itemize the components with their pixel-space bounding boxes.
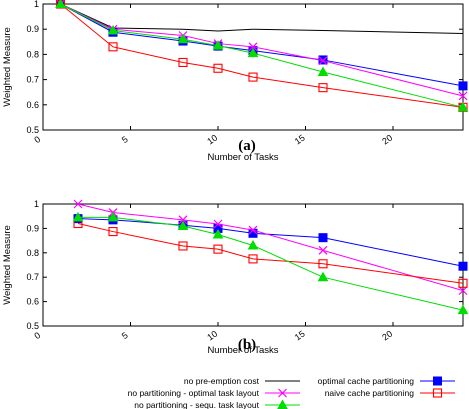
data-point xyxy=(212,228,224,239)
series-line xyxy=(77,203,464,292)
data-point xyxy=(178,241,188,251)
legend: no pre-emption cost no partitioning - opt… xyxy=(128,376,455,409)
legend-marker xyxy=(433,376,442,386)
data-point xyxy=(212,40,224,50)
x-tick-label: 15 xyxy=(293,133,307,147)
legend-label: no partitioning - sequ. task layout xyxy=(134,400,259,409)
data-point xyxy=(457,304,469,315)
x-axis-label: Number of Tasks xyxy=(207,345,278,356)
legend-label: no partitioning - optimal task layout xyxy=(128,388,260,398)
data-point xyxy=(318,56,328,66)
x-tick-label: 0 xyxy=(32,330,42,341)
x-tick-label: 20 xyxy=(380,329,394,343)
series-line xyxy=(78,216,464,311)
x-tick-label: 0 xyxy=(32,134,42,145)
data-point xyxy=(247,239,259,250)
data-point xyxy=(213,219,223,229)
y-tick-label: 0.8 xyxy=(26,248,39,258)
legend-label: no pre-emption cost xyxy=(184,376,260,386)
series-line xyxy=(60,3,464,87)
data-point xyxy=(248,254,258,264)
y-tick-label: 0.7 xyxy=(26,75,39,85)
data-point xyxy=(107,211,119,222)
legend-marker xyxy=(432,388,443,398)
x-tick-label: 5 xyxy=(120,134,130,145)
data-point xyxy=(73,199,83,209)
data-point xyxy=(458,286,468,296)
data-point xyxy=(178,57,188,68)
series-no-pre-emption-cost xyxy=(60,3,464,34)
data-point xyxy=(318,259,328,269)
data-point xyxy=(317,66,329,77)
legend-label: naive cache partitioning xyxy=(325,388,415,398)
y-tick-label: 0.8 xyxy=(26,49,39,59)
panel-label: (a) xyxy=(238,138,256,154)
plot-frame xyxy=(42,203,464,327)
y-tick-label: 0.7 xyxy=(26,272,39,282)
y-tick-label: 0.5 xyxy=(26,125,39,135)
data-point xyxy=(248,225,258,235)
y-tick-label: 0.6 xyxy=(26,297,39,307)
data-point xyxy=(108,42,118,52)
data-point xyxy=(107,24,119,35)
data-point xyxy=(213,244,223,254)
y-tick-label: 1 xyxy=(34,0,39,9)
series-no-partitioning-sequ-task-layout xyxy=(55,0,469,112)
series-optimal-cache-partitioning xyxy=(73,214,468,271)
data-point xyxy=(177,33,189,44)
y-axis-label: Weighted Measure xyxy=(2,27,13,107)
y-tick-label: 0.9 xyxy=(26,223,39,233)
y-tick-label: 1 xyxy=(34,199,39,209)
x-tick-label: 20 xyxy=(380,133,394,147)
x-tick-label: 10 xyxy=(205,133,219,147)
series-no-partitioning-optimal-task-layout xyxy=(73,199,468,296)
data-point xyxy=(458,81,468,91)
y-tick-label: 0.6 xyxy=(26,100,39,110)
data-point xyxy=(55,0,66,8)
x-tick-label: 10 xyxy=(205,329,219,343)
x-axis-label: Number of Tasks xyxy=(207,152,278,163)
series-line xyxy=(60,3,464,34)
data-point xyxy=(72,211,84,222)
legend-label: optimal cache partitioning xyxy=(318,376,415,386)
panel-label: (b) xyxy=(238,337,256,353)
data-point xyxy=(318,233,328,243)
series-line xyxy=(60,3,464,108)
data-point xyxy=(248,42,258,52)
data-point xyxy=(458,261,468,271)
data-point xyxy=(317,271,329,282)
data-point xyxy=(108,227,118,237)
series-line xyxy=(60,3,464,108)
x-tick-label: 5 xyxy=(120,330,130,341)
data-point xyxy=(247,47,259,58)
series-no-partitioning-sequ-task-layout xyxy=(72,211,469,315)
data-point xyxy=(457,101,469,112)
x-tick-label: 15 xyxy=(293,329,307,343)
series-no-partitioning-optimal-task-layout xyxy=(56,0,468,101)
y-tick-label: 0.9 xyxy=(26,24,39,34)
data-point xyxy=(248,72,258,82)
series-line xyxy=(77,218,464,267)
series-optimal-cache-partitioning xyxy=(56,0,468,91)
data-point xyxy=(458,278,468,288)
data-point xyxy=(177,220,189,230)
data-point xyxy=(318,83,328,93)
data-point xyxy=(458,91,468,101)
y-tick-label: 0.5 xyxy=(26,321,39,331)
y-axis-label: Weighted Measure xyxy=(2,225,13,305)
plot-frame xyxy=(42,3,464,131)
series-naive-cache-partitioning xyxy=(73,218,468,288)
data-point xyxy=(178,215,188,225)
legend-marker xyxy=(278,388,287,398)
data-point xyxy=(213,63,223,73)
data-point xyxy=(318,245,328,255)
series-line xyxy=(77,223,464,284)
series-line xyxy=(60,3,464,97)
